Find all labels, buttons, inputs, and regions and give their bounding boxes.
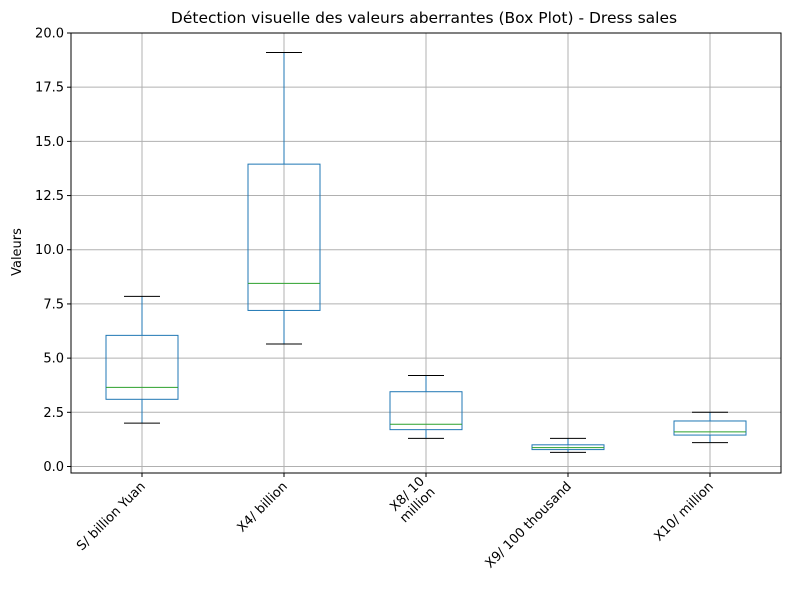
y-axis-label: Valeurs xyxy=(10,228,25,276)
x-tick-label: X8/ 10million xyxy=(387,474,439,526)
x-tick-label-text: X4/ billion xyxy=(235,479,291,535)
box-iqr xyxy=(247,163,321,311)
y-tick-label: 20.0 xyxy=(35,27,64,42)
x-tick-label-text: X10/ million xyxy=(652,479,717,544)
x-tick-label-line: S/ billion Yuan xyxy=(74,479,149,554)
y-tick-label: 7.5 xyxy=(43,297,64,312)
box-2 xyxy=(389,374,463,439)
box-iqr xyxy=(673,420,747,436)
x-tick-label: X9/ 100 thousand xyxy=(483,479,575,571)
y-tick-label: 10.0 xyxy=(35,243,64,258)
box-4 xyxy=(673,411,747,444)
y-tick-label: 2.5 xyxy=(43,406,64,421)
box-iqr xyxy=(389,391,463,431)
x-tick-label-text: X9/ 100 thousand xyxy=(483,479,575,571)
x-tick-label: X10/ million xyxy=(652,479,717,544)
y-tick-label: 0.0 xyxy=(43,460,64,475)
x-tick-label-line: X9/ 100 thousand xyxy=(483,479,575,571)
plot-frame xyxy=(70,32,782,474)
x-tick-label-text: X8/ 10million xyxy=(387,474,439,526)
axes-layer: 0.0 2.5 5.0 7.5 10.0 12.5 15.0 17.5 20.0 S/ billi… xyxy=(35,27,782,571)
box-iqr xyxy=(105,334,179,400)
y-tick-label: 17.5 xyxy=(35,81,64,96)
x-tick-label-line: X4/ billion xyxy=(235,479,291,535)
x-tick-label: S/ billion Yuan xyxy=(74,479,149,554)
grid-layer xyxy=(71,32,781,473)
x-tick-label: X4/ billion xyxy=(235,479,291,535)
box-0 xyxy=(105,295,179,424)
y-tick-label: 12.5 xyxy=(35,189,64,204)
box-1 xyxy=(247,52,321,345)
box-3 xyxy=(531,437,605,453)
box-layer xyxy=(105,52,747,453)
y-tick-label: 15.0 xyxy=(35,135,64,150)
y-tick-label: 5.0 xyxy=(43,352,64,367)
x-tick-label-line: X10/ million xyxy=(652,479,717,544)
chart-title: Détection visuelle des valeurs aberrante… xyxy=(171,9,677,27)
x-tick-label-text: S/ billion Yuan xyxy=(74,479,149,554)
